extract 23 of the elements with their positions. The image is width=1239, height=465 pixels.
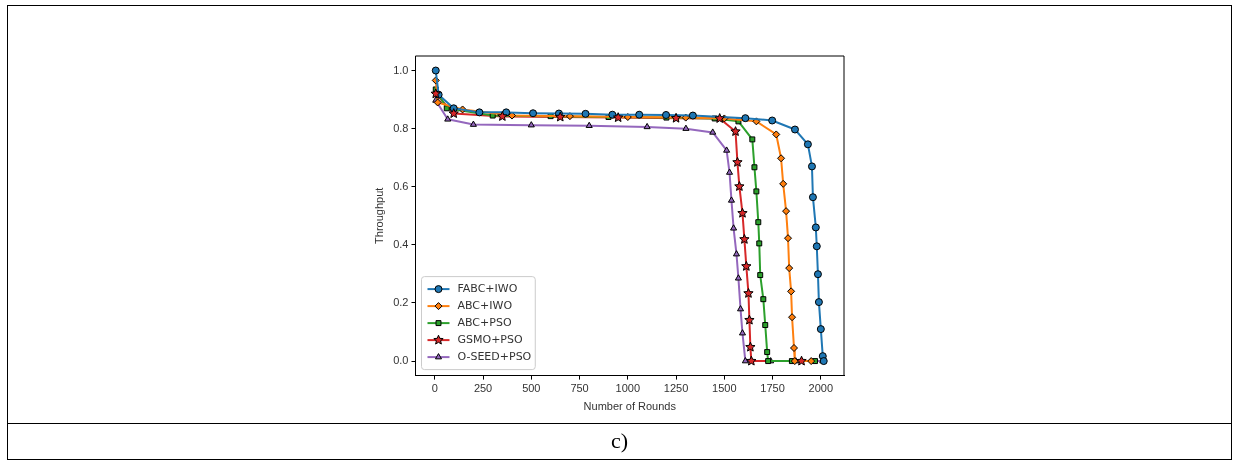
x-tick-label: 1250 xyxy=(663,382,689,395)
x-tick-label: 500 xyxy=(522,382,541,395)
x-tick-label: 2000 xyxy=(808,382,834,395)
y-tick-label: 0.2 xyxy=(393,295,409,308)
y-tick-label: 1.0 xyxy=(393,63,409,76)
legend-label: ABC+IWO xyxy=(457,298,513,312)
x-tick-label: 1750 xyxy=(760,382,785,395)
y-tick-label: 0.6 xyxy=(393,179,409,192)
legend-label: FABC+IWO xyxy=(457,281,518,295)
y-tick-label: 0.8 xyxy=(393,121,409,134)
legend-label: O-SEED+PSO xyxy=(457,349,532,363)
x-tick-label: 1500 xyxy=(712,382,737,395)
x-tick-label: 250 xyxy=(473,382,493,395)
y-tick-label: 0.0 xyxy=(393,354,409,367)
x-axis-title: Number of Rounds xyxy=(583,400,677,413)
x-tick-label: 1000 xyxy=(615,382,641,395)
y-axis-title: Throughput xyxy=(372,187,385,244)
x-tick-label: 750 xyxy=(570,382,589,395)
legend-label: GSMO+PSO xyxy=(457,332,523,346)
text: c) xyxy=(609,428,630,454)
legend-label: ABC+PSO xyxy=(457,315,512,329)
x-tick-label: 0 xyxy=(431,382,438,395)
y-tick-label: 0.4 xyxy=(393,237,409,250)
